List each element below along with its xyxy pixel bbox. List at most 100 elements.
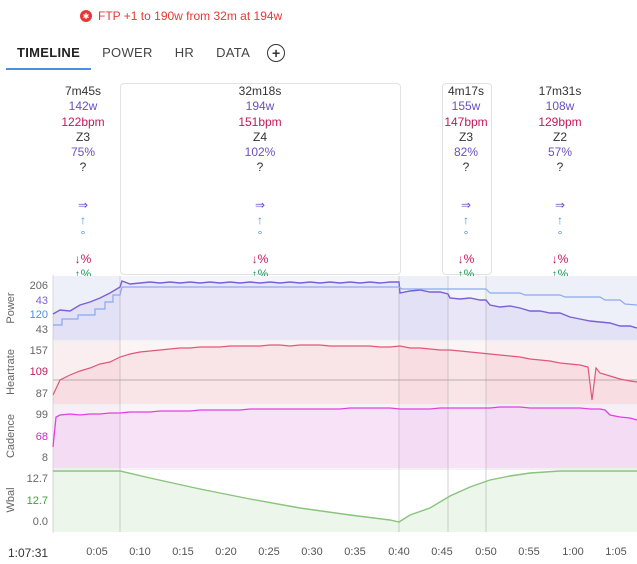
interval-duration: 32m18s [238, 84, 282, 98]
x-tick-label: 0:55 [518, 546, 539, 558]
selected-interval-overlay [120, 276, 399, 532]
wbal-panel-bg [53, 470, 637, 532]
selected-interval-box[interactable] [120, 83, 401, 275]
hr-drift: ↓% [251, 251, 269, 266]
interval-ftp-percent: 75% [70, 145, 96, 160]
heartrate-min-tick: 87 [36, 388, 48, 400]
wbal-max-tick: 12.7 [27, 473, 48, 485]
heartrate-panel-bg [53, 342, 637, 404]
double-arrow-icon: ⇒ [254, 197, 266, 212]
wbal-min-tick: 0.0 [33, 516, 48, 528]
interval-unknown: ? [556, 160, 564, 175]
wbal-current-tick: 12.7 [27, 495, 48, 507]
x-tick-label: 0:50 [475, 546, 496, 558]
interval-zone: Z3 [458, 129, 473, 144]
cadence-max-tick: 99 [36, 409, 48, 421]
interval-zone: Z3 [75, 129, 90, 144]
x-tick-label: 0:25 [258, 546, 279, 558]
timeline-charts[interactable]: Power Heartrate Cadence Wbal 206 43 120 … [0, 275, 637, 564]
up-arrow-icon: ↑ [557, 212, 563, 227]
power-ref-tick: 120 [30, 309, 48, 321]
plus-circle-icon[interactable]: + [267, 44, 286, 62]
tab-data[interactable]: DATA [216, 45, 251, 60]
selected-interval-overlay [448, 276, 486, 532]
x-tick-label: 0:30 [301, 546, 322, 558]
x-tick-label: 0:15 [172, 546, 193, 558]
cadence-line [52, 406, 637, 448]
interval-unknown: ? [256, 160, 264, 175]
interval-column[interactable]: 17m31s 108w 129bpm Z2 57% ? ⇒ ↑ ° ↓% ↑% [510, 84, 610, 282]
cadence-panel-bg [53, 406, 637, 468]
ftp-notice-text: FTP +1 to 190w from 32m at 194w [98, 9, 283, 23]
double-arrow-icon: ⇒ [460, 197, 472, 212]
tab-hr[interactable]: HR [174, 45, 195, 60]
hr-drift: ↓% [457, 251, 475, 266]
tab-bar: TIMELINE POWER HR DATA + [6, 36, 286, 70]
double-arrow-icon: ⇒ [554, 197, 566, 212]
power-line [52, 280, 637, 329]
elapsed-time: 1:07:31 [8, 546, 49, 560]
heartrate-avg-tick: 109 [30, 366, 48, 378]
heartrate-max-tick: 157 [30, 345, 48, 357]
cadence-axis-label: Cadence [5, 414, 17, 458]
x-tick-label: 0:05 [86, 546, 107, 558]
degree-icon: ° [557, 227, 563, 242]
interval-summaries: 7m45s 142w 122bpm Z3 75% ? ⇒ ↑ ° ↓% ↑% 3… [53, 80, 637, 282]
interval-power: 142w [68, 99, 98, 114]
heartrate-axis-label: Heartrate [5, 349, 17, 395]
power-reference-line [53, 286, 637, 326]
double-arrow-icon: ⇒ [77, 197, 89, 212]
x-tick-label: 1:00 [562, 546, 583, 558]
up-arrow-icon: ↑ [257, 212, 263, 227]
x-tick-label: 1:05 [605, 546, 626, 558]
degree-icon: ° [80, 227, 86, 242]
interval-duration: 7m45s [64, 84, 102, 98]
interval-ftp-percent: 82% [453, 145, 479, 160]
up-arrow-icon: ↑ [80, 212, 86, 227]
degree-icon: ° [257, 227, 263, 242]
interval-ftp-percent: 102% [244, 145, 276, 160]
heartrate-line [52, 344, 637, 401]
interval-column[interactable]: 4m17s 155w 147bpm Z3 82% ? ⇒ ↑ ° ↓% ↑% [416, 84, 516, 282]
cadence-fill [53, 407, 637, 468]
selected-interval-box[interactable] [442, 83, 492, 275]
x-tick-label: 0:40 [388, 546, 409, 558]
cadence-min-tick: 8 [42, 452, 48, 464]
interval-heartrate: 147bpm [444, 114, 488, 129]
tab-power[interactable]: POWER [102, 45, 153, 60]
degree-icon: ° [463, 227, 469, 242]
ftp-notice: ✱ FTP +1 to 190w from 32m at 194w [80, 6, 282, 26]
wbal-line [53, 470, 637, 523]
power-axis-label: Power [5, 292, 17, 324]
power-max-tick: 206 [30, 280, 48, 292]
alert-star-icon: ✱ [80, 10, 92, 22]
up-arrow-icon: ↑ [463, 212, 469, 227]
x-tick-label: 0:20 [215, 546, 236, 558]
x-tick-label: 0:10 [129, 546, 150, 558]
power-min-tick: 43 [36, 324, 48, 336]
x-tick-label: 0:35 [344, 546, 365, 558]
interval-unknown: ? [79, 160, 87, 175]
hr-drift: ↓% [551, 251, 569, 266]
heartrate-fill [53, 345, 637, 404]
x-tick-label: 0:45 [431, 546, 452, 558]
interval-duration: 4m17s [447, 84, 485, 98]
power-fill [53, 281, 637, 340]
cadence-avg-tick: 68 [36, 431, 48, 443]
interval-column[interactable]: 7m45s 142w 122bpm Z3 75% ? ⇒ ↑ ° ↓% ↑% [33, 84, 133, 282]
tab-timeline[interactable]: TIMELINE [6, 36, 92, 70]
interval-zone: Z4 [252, 129, 267, 144]
interval-ftp-percent: 57% [547, 145, 573, 160]
wbal-axis-label: Wbal [5, 487, 17, 512]
power-avg-tick: 43 [36, 295, 48, 307]
interval-heartrate: 151bpm [238, 114, 282, 129]
hr-drift: ↓% [74, 251, 92, 266]
interval-heartrate: 122bpm [61, 114, 105, 129]
interval-unknown: ? [462, 160, 470, 175]
interval-duration: 17m31s [538, 84, 582, 98]
interval-zone: Z2 [552, 129, 567, 144]
wbal-fill [53, 471, 637, 532]
interval-column[interactable]: 32m18s 194w 151bpm Z4 102% ? ⇒ ↑ ° ↓% ↑% [210, 84, 310, 282]
interval-heartrate: 129bpm [538, 114, 582, 129]
interval-power: 194w [245, 99, 275, 114]
